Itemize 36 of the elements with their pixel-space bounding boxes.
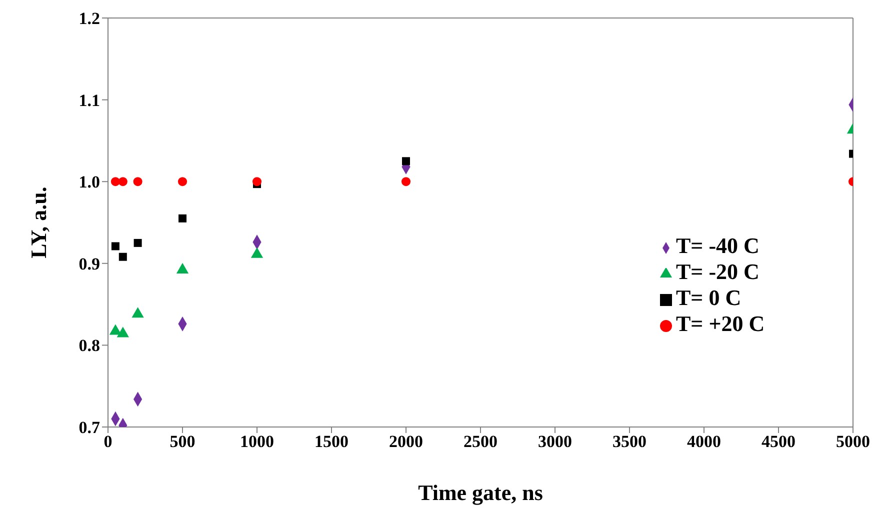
x-tick-label: 0 [104, 432, 112, 452]
x-tick-label: 5000 [836, 432, 870, 452]
point [178, 214, 186, 222]
point [133, 177, 142, 186]
x-axis-title: Time gate, ns [418, 480, 544, 505]
point [110, 177, 120, 186]
point [178, 177, 188, 186]
x-tick-label: 3500 [612, 432, 646, 452]
y-axis-title: LY, a.u. [26, 186, 51, 258]
point [401, 177, 411, 186]
x-tick-label: 4500 [762, 432, 796, 452]
legend-label: T= -40 C [676, 233, 760, 258]
point [118, 177, 128, 186]
point [118, 252, 127, 261]
y-tick-label: 1.0 [78, 172, 100, 192]
x-tick-label: 1000 [240, 432, 274, 452]
y-tick-label: 0.7 [78, 418, 100, 438]
y-tick-label: 0.8 [78, 336, 100, 356]
point [132, 307, 144, 318]
x-tick-label: 2500 [464, 432, 498, 452]
point [252, 177, 262, 186]
point [111, 242, 120, 250]
point [134, 238, 142, 247]
y-tick-label: 1.1 [78, 90, 100, 110]
legend-label: T= 0 C [676, 285, 742, 310]
x-tick-label: 1500 [314, 432, 348, 452]
legend-label: T= +20 C [676, 311, 765, 336]
x-tick-label: 2000 [389, 432, 423, 452]
y-tick-label: 0.9 [78, 254, 100, 274]
point [116, 326, 129, 338]
x-tick-label: 4000 [687, 432, 721, 452]
y-tick-label: 1.2 [78, 9, 100, 28]
point [402, 157, 410, 166]
x-tick-label: 3000 [538, 432, 572, 452]
legend-label: T= -20 C [676, 259, 760, 284]
x-tick-label: 500 [170, 432, 196, 452]
